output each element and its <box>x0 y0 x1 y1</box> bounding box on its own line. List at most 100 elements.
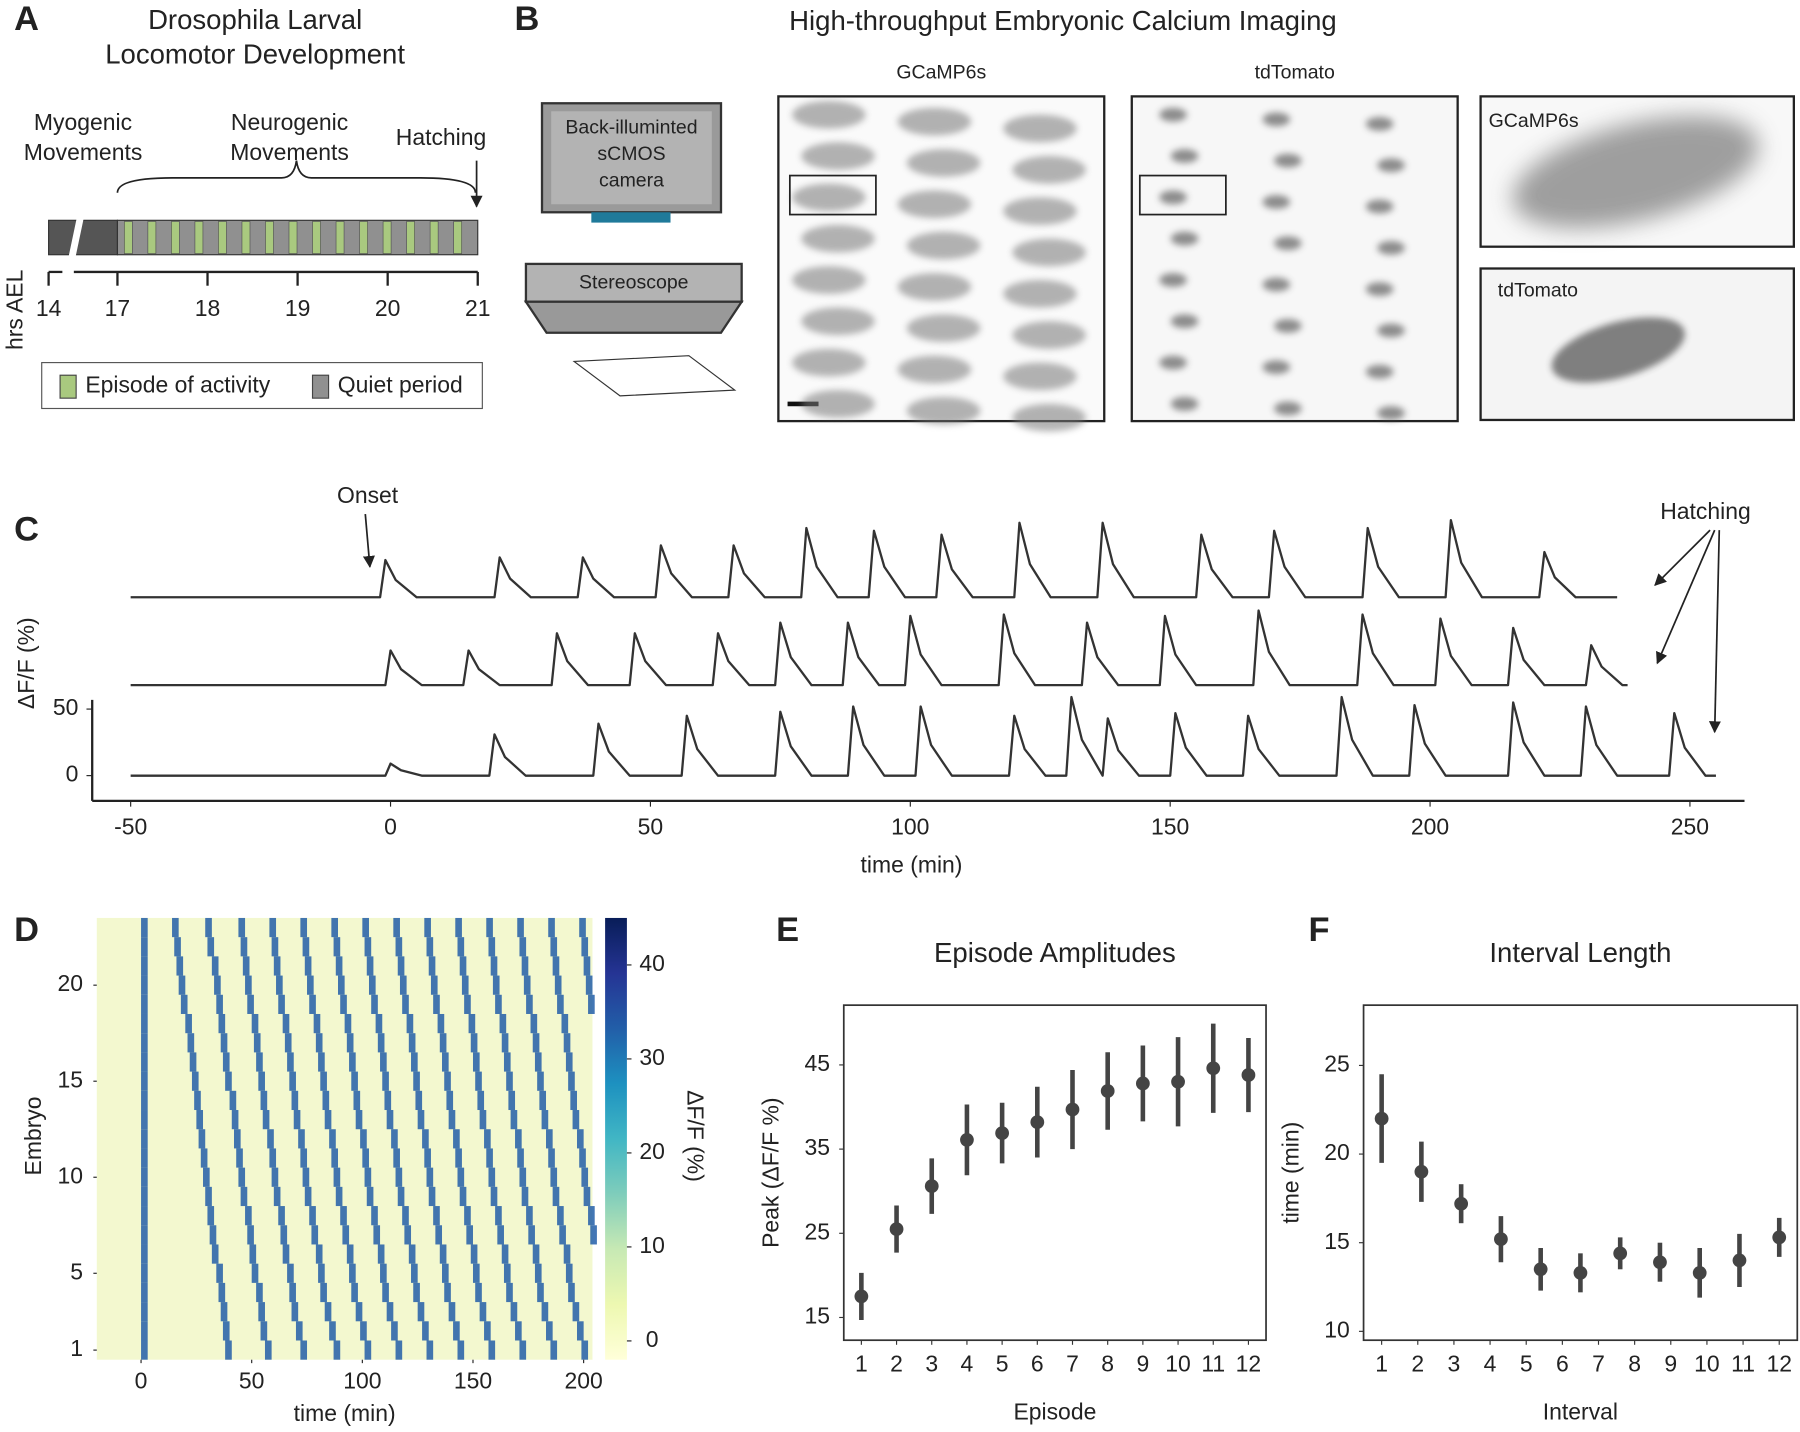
episode <box>176 956 184 976</box>
episode <box>242 956 250 976</box>
y-tick-label: 5 <box>70 1258 83 1284</box>
point <box>1692 1265 1707 1280</box>
camera-lens <box>591 212 671 223</box>
episode <box>291 1302 299 1322</box>
x-tick-label: 9 <box>1136 1351 1149 1377</box>
tick-label: 20 <box>375 295 401 321</box>
episode <box>563 1033 571 1053</box>
episode <box>295 1321 303 1341</box>
episode <box>470 1244 478 1264</box>
trace <box>130 609 1628 687</box>
embryo <box>792 100 866 129</box>
y-tick-label: 25 <box>1324 1050 1350 1076</box>
episode <box>515 1321 522 1341</box>
roi-box <box>1138 174 1227 216</box>
episode <box>366 1186 374 1207</box>
trace <box>130 695 1716 777</box>
episode <box>200 1148 208 1168</box>
episode <box>579 917 586 938</box>
episode <box>455 917 462 938</box>
x-tick-label: 6 <box>1031 1351 1044 1377</box>
episode <box>565 1052 573 1072</box>
episode <box>289 1282 296 1303</box>
episode <box>194 1090 201 1111</box>
episode <box>351 1282 358 1303</box>
episode <box>448 1110 456 1130</box>
episode <box>307 975 314 995</box>
phase-label: Myogenic <box>34 109 132 135</box>
episode <box>382 1071 389 1091</box>
episode <box>497 1225 504 1245</box>
episode <box>506 1071 513 1091</box>
point <box>960 1132 974 1147</box>
episode <box>233 1129 241 1149</box>
episode <box>479 1110 487 1130</box>
x-tick-label: 5 <box>1520 1351 1533 1377</box>
tick-label: 14 <box>36 295 62 321</box>
x-axis-label: Interval <box>1543 1399 1618 1425</box>
episode <box>264 1340 272 1360</box>
episode <box>141 1244 148 1264</box>
x-tick-label: 100 <box>891 814 929 840</box>
y-tick-label: 15 <box>804 1303 830 1329</box>
episode <box>273 956 281 976</box>
episode <box>486 1148 493 1168</box>
point <box>1454 1196 1469 1211</box>
episode <box>464 1206 471 1226</box>
embryo <box>1170 149 1199 163</box>
episode <box>344 1013 352 1034</box>
episode <box>324 1302 332 1322</box>
episode <box>550 1167 558 1187</box>
episode <box>141 1052 148 1072</box>
episode <box>287 1263 294 1283</box>
episode <box>331 917 339 938</box>
episode <box>503 1263 511 1283</box>
episode <box>304 956 312 976</box>
episode <box>216 994 223 1014</box>
episode <box>395 1167 403 1187</box>
episode <box>238 917 246 938</box>
episode <box>276 975 283 995</box>
episode <box>590 1225 597 1245</box>
x-tick-label: 3 <box>1448 1351 1461 1377</box>
colorbar-label: ΔF/F (%) <box>682 1090 708 1182</box>
episode <box>408 1033 416 1053</box>
x-tick-label: 11 <box>1201 1351 1225 1377</box>
episode <box>397 956 405 976</box>
episode <box>554 975 562 995</box>
episode <box>433 1206 440 1226</box>
episode <box>519 937 527 957</box>
episode <box>205 1186 212 1207</box>
embryo <box>897 107 972 136</box>
episode <box>576 1321 584 1341</box>
episode <box>185 1013 192 1034</box>
embryo <box>1377 323 1405 338</box>
point <box>1374 1111 1389 1126</box>
episode <box>435 1225 443 1245</box>
episode <box>362 1148 369 1168</box>
panel-label: E <box>776 911 799 949</box>
episode <box>253 1033 261 1053</box>
episode <box>408 1244 416 1264</box>
embryo <box>801 142 875 170</box>
x-tick-label: 50 <box>638 814 664 840</box>
episode <box>506 1282 513 1303</box>
episode <box>362 917 369 938</box>
x-tick-label: 50 <box>239 1368 265 1394</box>
episode <box>191 1071 199 1091</box>
activity-stripe <box>194 221 204 254</box>
colorbar-tick-label: 0 <box>646 1326 659 1352</box>
timeline-title: Locomotor Development <box>105 38 405 69</box>
episode <box>141 956 148 976</box>
embryo <box>1159 273 1187 287</box>
y-axis-label: ΔF/F (%) <box>13 617 39 709</box>
roi-box <box>788 174 877 216</box>
episode <box>315 1244 323 1264</box>
quiet-bar <box>48 219 119 256</box>
x-tick-label: 2 <box>1411 1351 1424 1377</box>
axis-label: hrs AEL <box>2 270 28 350</box>
episode <box>240 937 248 957</box>
episode <box>541 1110 549 1130</box>
x-tick-label: 10 <box>1165 1351 1191 1377</box>
